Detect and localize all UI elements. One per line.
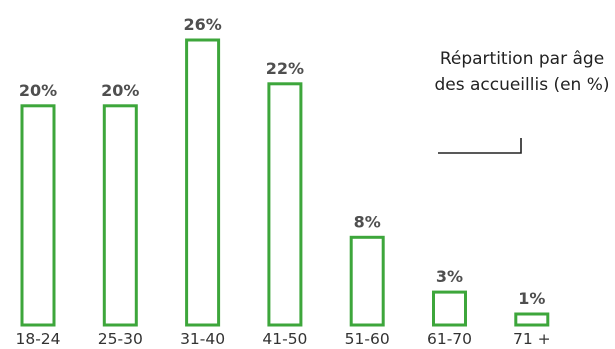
- bars-group: [20, 38, 550, 327]
- value-label: 22%: [266, 59, 304, 78]
- x-tick-label: 25-30: [98, 330, 143, 348]
- x-tick-label: 71 +: [513, 330, 551, 348]
- value-label: 20%: [19, 81, 57, 100]
- value-label: 20%: [101, 81, 139, 100]
- value-label: 1%: [518, 289, 545, 308]
- bar-51-60: [349, 235, 385, 327]
- x-tick-label: 61-70: [427, 330, 472, 348]
- x-tick-label: 31-40: [180, 330, 225, 348]
- x-tick-label: 51-60: [345, 330, 390, 348]
- chart-title-line-2: des accueillis (en %): [434, 75, 609, 95]
- bar-61-70: [432, 290, 467, 327]
- title-decoration-line: [438, 138, 522, 154]
- value-labels-group: 20% 20% 26% 22% 8% 3% 1%: [19, 15, 546, 308]
- bar-18-24: [20, 104, 56, 327]
- chart-title: Répartition par âge des accueillis (en %…: [434, 49, 610, 154]
- value-label: 3%: [436, 267, 463, 286]
- bar-41-50: [267, 82, 303, 327]
- bar-31-40: [185, 38, 221, 327]
- x-tick-labels-group: 18-24 25-30 31-40 41-50 51-60 61-70 71 +: [15, 330, 550, 348]
- x-tick-label: 41-50: [262, 330, 307, 348]
- value-label: 26%: [183, 15, 221, 34]
- bar-25-30: [102, 104, 138, 327]
- chart-title-line-1: Répartition par âge: [440, 49, 604, 69]
- bar-71: [514, 312, 550, 327]
- x-tick-label: 18-24: [15, 330, 60, 348]
- value-label: 8%: [354, 212, 381, 231]
